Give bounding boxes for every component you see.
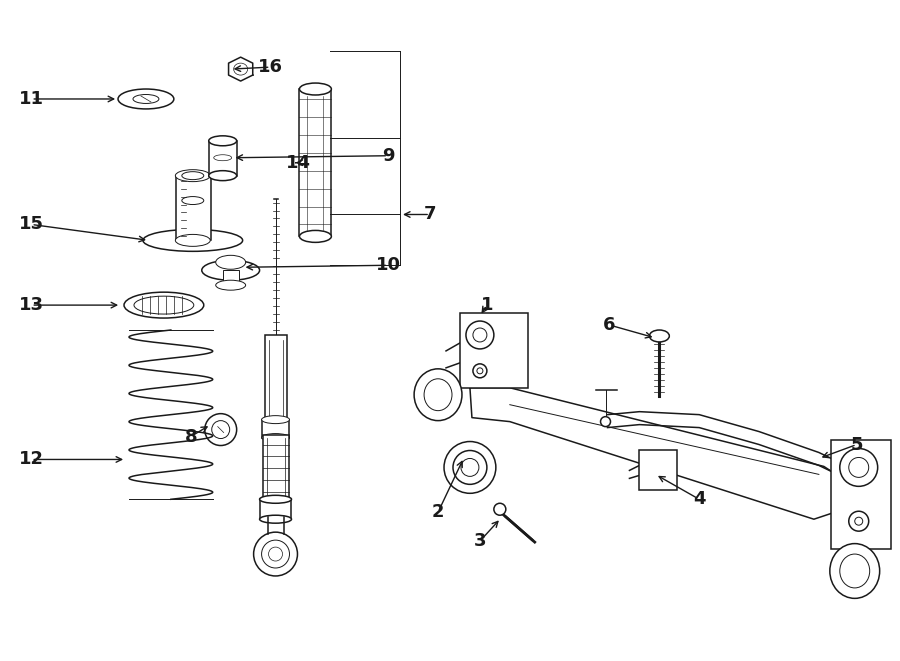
Ellipse shape bbox=[216, 255, 246, 269]
Ellipse shape bbox=[849, 457, 868, 477]
Text: 10: 10 bbox=[375, 256, 401, 274]
Text: 15: 15 bbox=[19, 215, 44, 233]
Ellipse shape bbox=[262, 434, 290, 442]
Bar bbox=[300, 89, 331, 237]
Ellipse shape bbox=[182, 172, 203, 180]
Ellipse shape bbox=[205, 414, 237, 446]
Text: 12: 12 bbox=[19, 450, 44, 469]
Ellipse shape bbox=[300, 83, 331, 95]
Text: 13: 13 bbox=[19, 296, 44, 314]
Ellipse shape bbox=[259, 495, 292, 503]
Bar bbox=[222, 270, 239, 285]
Ellipse shape bbox=[262, 540, 290, 568]
Ellipse shape bbox=[176, 170, 211, 182]
Text: 8: 8 bbox=[184, 428, 197, 446]
Bar bbox=[265, 335, 286, 424]
Text: 5: 5 bbox=[850, 436, 863, 453]
Ellipse shape bbox=[461, 459, 479, 477]
Ellipse shape bbox=[202, 260, 259, 280]
Bar bbox=[639, 451, 678, 490]
Ellipse shape bbox=[182, 196, 203, 204]
Text: 7: 7 bbox=[424, 206, 436, 223]
Ellipse shape bbox=[466, 321, 494, 349]
Ellipse shape bbox=[477, 368, 483, 374]
Bar bbox=[176, 176, 211, 241]
Text: 6: 6 bbox=[603, 316, 616, 334]
Ellipse shape bbox=[830, 543, 879, 598]
Ellipse shape bbox=[209, 136, 237, 146]
Ellipse shape bbox=[213, 155, 231, 161]
Ellipse shape bbox=[849, 511, 868, 531]
Ellipse shape bbox=[600, 416, 610, 426]
Bar bbox=[262, 420, 290, 438]
Bar bbox=[263, 434, 289, 504]
Bar bbox=[460, 313, 527, 388]
Ellipse shape bbox=[494, 503, 506, 515]
Ellipse shape bbox=[216, 280, 246, 290]
Ellipse shape bbox=[254, 532, 298, 576]
Ellipse shape bbox=[840, 449, 878, 486]
Text: 9: 9 bbox=[382, 147, 394, 165]
Ellipse shape bbox=[259, 515, 292, 524]
Ellipse shape bbox=[133, 95, 159, 104]
Ellipse shape bbox=[472, 364, 487, 378]
Ellipse shape bbox=[209, 171, 237, 180]
Polygon shape bbox=[470, 388, 844, 519]
Ellipse shape bbox=[855, 517, 863, 525]
Text: 2: 2 bbox=[432, 503, 445, 522]
Ellipse shape bbox=[300, 231, 331, 243]
Ellipse shape bbox=[444, 442, 496, 493]
Ellipse shape bbox=[840, 554, 869, 588]
Ellipse shape bbox=[837, 461, 850, 479]
Ellipse shape bbox=[650, 330, 670, 342]
Bar bbox=[831, 440, 891, 549]
Ellipse shape bbox=[212, 420, 230, 438]
Ellipse shape bbox=[424, 379, 452, 410]
Bar bbox=[209, 141, 237, 176]
Text: 11: 11 bbox=[19, 90, 44, 108]
Ellipse shape bbox=[143, 229, 243, 251]
Text: 14: 14 bbox=[286, 154, 311, 172]
Text: 4: 4 bbox=[693, 490, 706, 508]
Ellipse shape bbox=[134, 296, 194, 314]
Bar bbox=[259, 499, 292, 519]
Polygon shape bbox=[229, 57, 253, 81]
Ellipse shape bbox=[118, 89, 174, 109]
Text: 3: 3 bbox=[473, 532, 486, 550]
Ellipse shape bbox=[472, 328, 487, 342]
Ellipse shape bbox=[262, 416, 290, 424]
Ellipse shape bbox=[124, 292, 203, 318]
Ellipse shape bbox=[176, 235, 211, 247]
Ellipse shape bbox=[453, 451, 487, 485]
Ellipse shape bbox=[414, 369, 462, 420]
Text: 16: 16 bbox=[258, 58, 284, 76]
Text: 1: 1 bbox=[481, 296, 493, 314]
Ellipse shape bbox=[268, 547, 283, 561]
